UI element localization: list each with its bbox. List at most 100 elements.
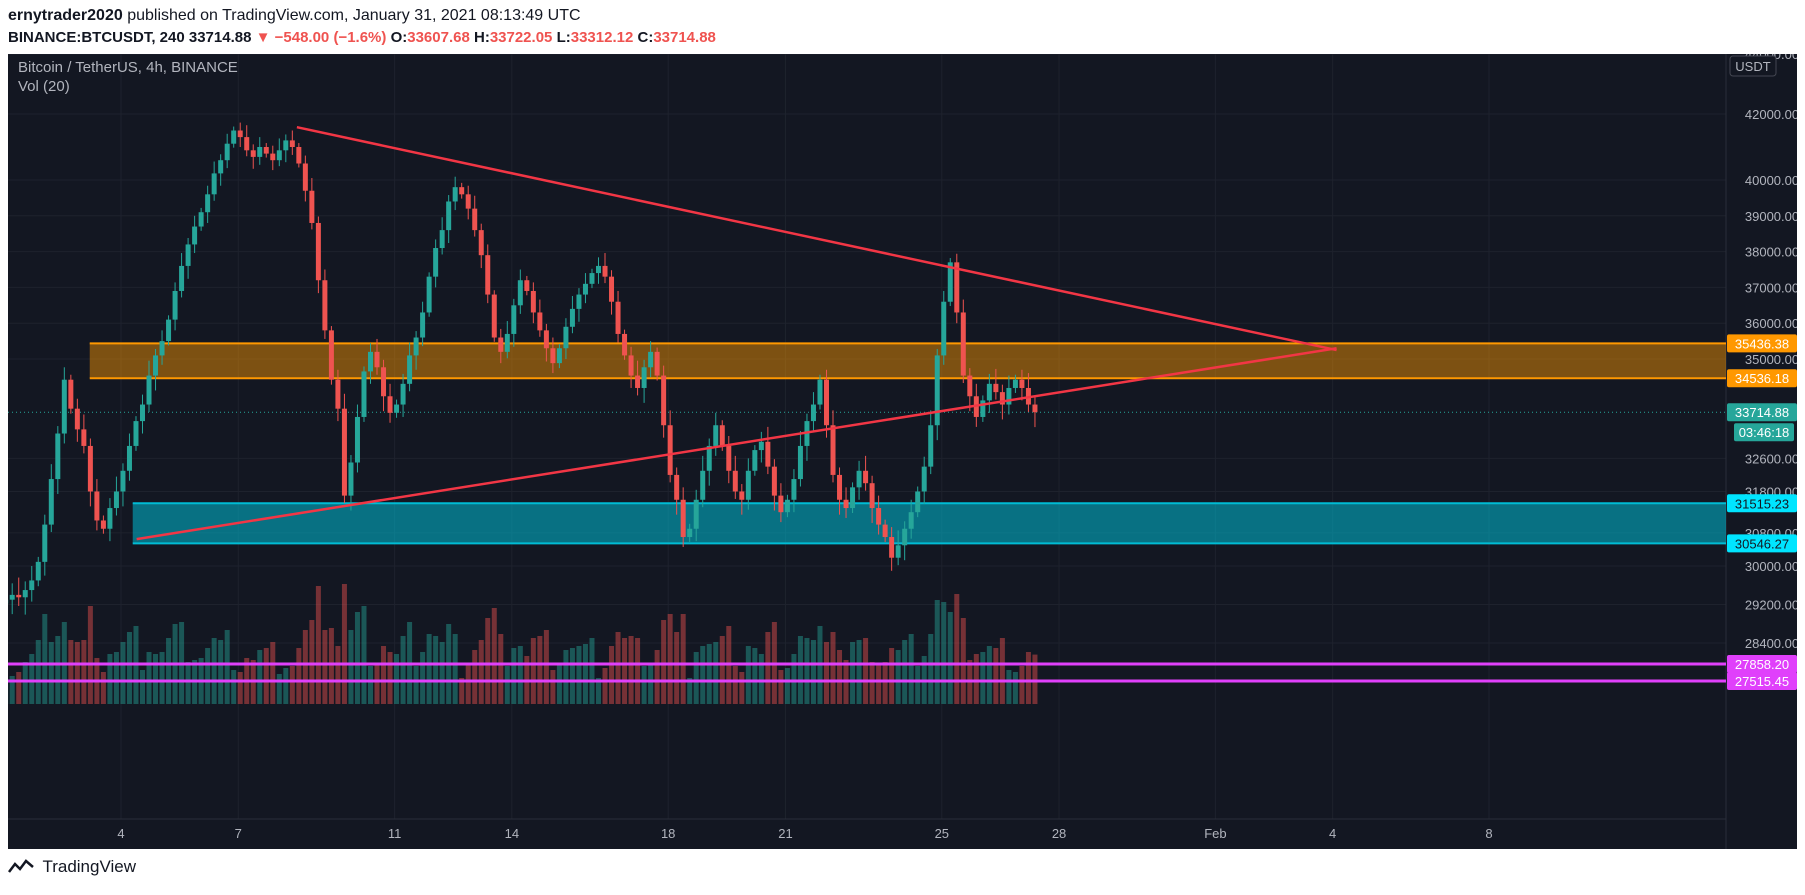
candle-body[interactable] xyxy=(967,375,973,397)
candle-body[interactable] xyxy=(61,379,67,434)
candle-body[interactable] xyxy=(185,244,191,266)
candle-body[interactable] xyxy=(817,379,823,405)
candle-body[interactable] xyxy=(615,301,621,334)
descending-trendline[interactable] xyxy=(296,125,1337,352)
zones-layer[interactable] xyxy=(8,342,1726,683)
candle-body[interactable] xyxy=(348,462,354,496)
candle-body[interactable] xyxy=(524,280,530,291)
candle-body[interactable] xyxy=(511,305,517,334)
candle-body[interactable] xyxy=(126,445,132,471)
candle-body[interactable] xyxy=(582,283,588,295)
candle-body[interactable] xyxy=(654,351,660,376)
price-label-badge-support-bottom[interactable] xyxy=(1727,534,1797,553)
candle-body[interactable] xyxy=(543,330,549,349)
candle-body[interactable] xyxy=(107,508,113,529)
candle-body[interactable] xyxy=(706,445,712,471)
currency-badge[interactable] xyxy=(1729,55,1777,77)
candle-body[interactable] xyxy=(244,137,250,151)
candle-body[interactable] xyxy=(465,194,471,209)
ascending-trendline[interactable] xyxy=(136,347,1337,541)
candle-body[interactable] xyxy=(960,312,966,376)
candle-body[interactable] xyxy=(986,383,992,401)
candle-body[interactable] xyxy=(882,524,888,538)
candle-body[interactable] xyxy=(205,194,211,213)
candle-body[interactable] xyxy=(120,470,126,492)
candle-body[interactable] xyxy=(843,499,849,509)
candle-body[interactable] xyxy=(595,265,601,274)
candle-body[interactable] xyxy=(1032,404,1038,413)
candle-body[interactable] xyxy=(628,355,634,376)
candle-body[interactable] xyxy=(674,474,680,500)
candle-body[interactable] xyxy=(758,441,764,451)
candle-body[interactable] xyxy=(146,375,152,405)
candle-body[interactable] xyxy=(745,470,751,500)
candle-body[interactable] xyxy=(641,367,647,388)
candle-body[interactable] xyxy=(172,290,178,320)
candle-body[interactable] xyxy=(29,580,35,591)
candle-body[interactable] xyxy=(328,330,334,380)
candle-body[interactable] xyxy=(192,226,198,245)
candle-body[interactable] xyxy=(9,594,15,600)
candle-body[interactable] xyxy=(498,337,504,352)
candle-body[interactable] xyxy=(322,280,328,331)
candle-body[interactable] xyxy=(778,495,784,513)
candle-body[interactable] xyxy=(667,425,673,475)
candle-body[interactable] xyxy=(341,408,347,496)
candle-body[interactable] xyxy=(908,512,914,529)
candle-body[interactable] xyxy=(687,528,693,538)
candle-body[interactable] xyxy=(797,445,803,480)
candle-body[interactable] xyxy=(16,594,22,598)
price-label-badge-volume-line[interactable] xyxy=(1727,672,1797,690)
candle-body[interactable] xyxy=(211,173,217,195)
candle-body[interactable] xyxy=(622,333,628,356)
candle-body[interactable] xyxy=(166,319,172,342)
candle-body[interactable] xyxy=(739,491,745,500)
candle-body[interactable] xyxy=(765,441,771,467)
candle-body[interactable] xyxy=(400,383,406,405)
candle-body[interactable] xyxy=(446,201,452,231)
candle-body[interactable] xyxy=(589,273,595,284)
candle-body[interactable] xyxy=(602,265,608,277)
candle-body[interactable] xyxy=(609,276,615,302)
candle-body[interactable] xyxy=(218,160,224,174)
candle-body[interactable] xyxy=(810,404,816,422)
candle-body[interactable] xyxy=(980,400,986,417)
candle-body[interactable] xyxy=(302,163,308,191)
candle-body[interactable] xyxy=(947,262,953,302)
price-label-badge-resistance-top[interactable] xyxy=(1727,334,1797,353)
orange-resistance-zone[interactable] xyxy=(89,343,1726,379)
candle-body[interactable] xyxy=(100,520,106,529)
publisher-name[interactable]: ernytrader2020 xyxy=(8,7,123,24)
candle-body[interactable] xyxy=(426,276,432,313)
candle-body[interactable] xyxy=(87,445,93,492)
candle-body[interactable] xyxy=(993,383,999,393)
candle-body[interactable] xyxy=(361,371,367,417)
candle-body[interactable] xyxy=(354,416,360,463)
candle-body[interactable] xyxy=(224,143,230,161)
candle-body[interactable] xyxy=(856,470,862,488)
time-axis[interactable]: 4 7 11 14 18 21 25 28 Feb 4 8 xyxy=(117,826,1492,841)
candle-body[interactable] xyxy=(439,230,445,249)
candle-body[interactable] xyxy=(635,375,641,388)
candle-body[interactable] xyxy=(1006,387,1012,405)
candle-body[interactable] xyxy=(94,491,100,521)
candle-body[interactable] xyxy=(381,367,387,397)
candle-body[interactable] xyxy=(876,508,882,525)
candle-body[interactable] xyxy=(68,379,74,409)
candle-body[interactable] xyxy=(693,499,699,529)
candle-body[interactable] xyxy=(433,248,439,277)
candle-body[interactable] xyxy=(915,491,921,513)
candle-body[interactable] xyxy=(335,379,341,409)
candle-body[interactable] xyxy=(48,479,54,525)
candle-body[interactable] xyxy=(556,348,562,364)
candle-body[interactable] xyxy=(407,355,413,384)
candle-body[interactable] xyxy=(823,379,829,426)
candle-body[interactable] xyxy=(928,425,934,467)
candle-body[interactable] xyxy=(35,561,41,581)
candle-body[interactable] xyxy=(270,153,276,161)
candle-body[interactable] xyxy=(74,408,80,430)
candle-body[interactable] xyxy=(569,308,575,327)
candle-body[interactable] xyxy=(133,421,139,446)
price-label-badge-last-price[interactable] xyxy=(1727,403,1797,422)
volume-indicator-label[interactable]: Vol (20) xyxy=(18,78,70,95)
